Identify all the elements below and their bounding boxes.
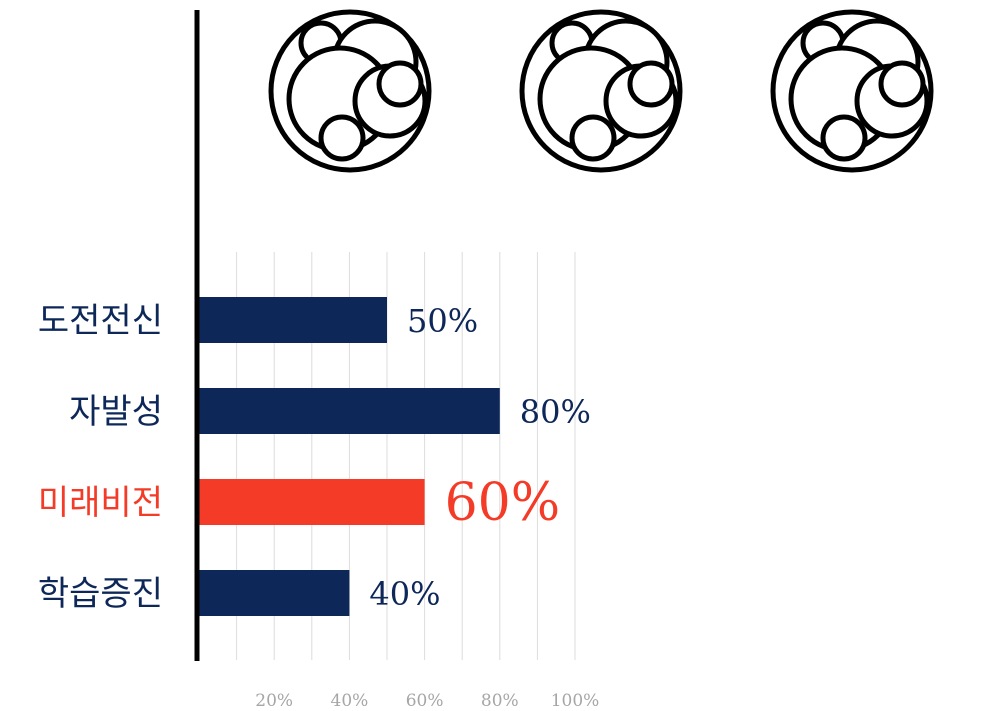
bar <box>199 479 425 525</box>
value-label: 40% <box>369 575 440 613</box>
bars <box>199 297 500 616</box>
x-tick-label: 80% <box>481 691 519 711</box>
value-label: 50% <box>407 302 478 340</box>
x-tick-label: 100% <box>551 691 600 711</box>
bubble-cluster-icon <box>268 9 432 173</box>
bubble-cluster-icon <box>770 9 934 173</box>
bar <box>199 570 350 616</box>
bar <box>199 297 387 343</box>
category-label: 미래비전 <box>38 483 163 523</box>
value-label: 60% <box>445 473 561 533</box>
bar <box>199 388 500 434</box>
x-tick-label: 40% <box>331 691 369 711</box>
x-tick-label: 60% <box>406 691 444 711</box>
value-labels: 50% 80% 60% 40% <box>369 302 591 613</box>
category-label: 학습증진 <box>38 574 163 614</box>
bubble-cluster-icon <box>519 9 683 173</box>
value-label: 80% <box>520 393 591 431</box>
x-tick-labels: 20% 40% 60% 80% 100% <box>255 691 599 711</box>
icon-row <box>268 9 934 173</box>
category-label: 자발성 <box>69 392 163 432</box>
x-tick-label: 20% <box>255 691 293 711</box>
category-label: 도전전신 <box>38 301 163 341</box>
